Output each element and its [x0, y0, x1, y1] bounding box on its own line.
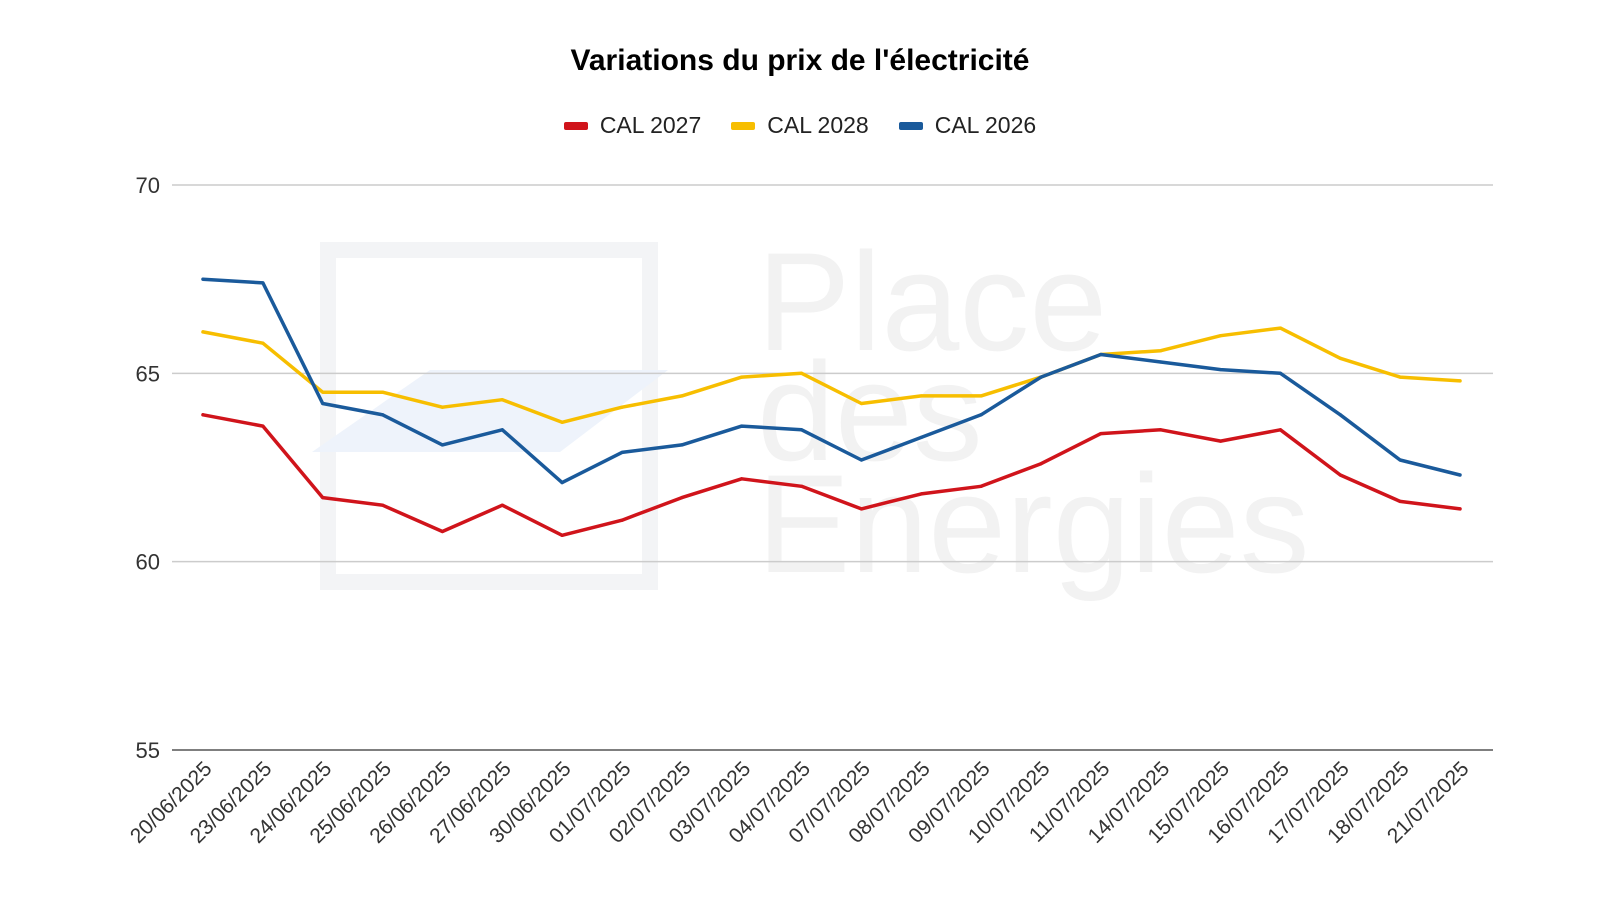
data-point-cal-2026[interactable]	[1099, 352, 1103, 357]
series-line-cal-2026[interactable]	[201, 277, 1462, 485]
legend-item-cal-2026[interactable]: CAL 2026	[898, 112, 1037, 139]
y-tick-label: 55	[136, 738, 160, 763]
data-point-cal-2028[interactable]	[680, 394, 684, 398]
data-point-cal-2028[interactable]	[440, 405, 445, 409]
data-point-cal-2026[interactable]	[321, 401, 325, 406]
data-point-cal-2026[interactable]	[1398, 458, 1402, 462]
watermark-text-1: Place	[757, 223, 1107, 380]
data-point-cal-2028[interactable]	[919, 394, 923, 398]
legend-label-cal-2028: CAL 2028	[767, 112, 869, 138]
data-point-cal-2026[interactable]	[201, 277, 205, 281]
data-point-cal-2027[interactable]	[1218, 439, 1223, 443]
legend-swatch-cal-2026	[898, 121, 923, 130]
data-point-cal-2027[interactable]	[680, 496, 684, 500]
watermark-text-3: Energies	[757, 445, 1310, 602]
data-point-cal-2028[interactable]	[740, 375, 744, 379]
data-point-cal-2027[interactable]	[1278, 428, 1283, 432]
data-point-cal-2027[interactable]	[1338, 473, 1342, 477]
data-point-cal-2028[interactable]	[1338, 356, 1342, 360]
series-cal-2026	[201, 277, 1462, 485]
series-line-cal-2028[interactable]	[201, 326, 1462, 425]
data-point-cal-2027[interactable]	[859, 507, 864, 511]
data-point-cal-2026[interactable]	[500, 428, 504, 432]
data-point-cal-2026[interactable]	[859, 458, 864, 462]
data-point-cal-2026[interactable]	[1039, 375, 1043, 379]
data-point-cal-2027[interactable]	[321, 496, 325, 500]
data-point-cal-2027[interactable]	[1159, 428, 1163, 432]
data-point-cal-2028[interactable]	[560, 420, 564, 424]
data-point-cal-2027[interactable]	[440, 529, 445, 534]
data-point-cal-2027[interactable]	[500, 503, 504, 507]
data-point-cal-2026[interactable]	[440, 443, 445, 447]
data-point-cal-2027[interactable]	[201, 413, 205, 417]
data-point-cal-2028[interactable]	[261, 341, 265, 345]
y-tick-label: 65	[136, 361, 160, 386]
y-tick-label: 60	[136, 550, 160, 575]
data-point-cal-2028[interactable]	[620, 405, 624, 409]
data-point-cal-2026[interactable]	[1218, 367, 1223, 372]
data-point-cal-2026[interactable]	[1458, 473, 1462, 477]
data-point-cal-2027[interactable]	[1398, 499, 1402, 503]
legend: CAL 2027 CAL 2028 CAL 2026	[0, 112, 1600, 139]
series-line-cal-2027[interactable]	[201, 413, 1462, 538]
data-point-cal-2027[interactable]	[1039, 462, 1043, 466]
data-point-cal-2028[interactable]	[321, 390, 325, 394]
data-point-cal-2028[interactable]	[201, 330, 205, 334]
legend-item-cal-2028[interactable]: CAL 2028	[731, 112, 869, 139]
data-point-cal-2027[interactable]	[919, 492, 923, 496]
data-point-cal-2028[interactable]	[1398, 375, 1402, 379]
data-point-cal-2028[interactable]	[1159, 349, 1163, 353]
data-point-cal-2027[interactable]	[1099, 432, 1103, 436]
data-point-cal-2026[interactable]	[680, 443, 684, 447]
data-point-cal-2028[interactable]	[799, 371, 804, 375]
data-point-cal-2027[interactable]	[380, 503, 385, 507]
data-point-cal-2027[interactable]	[979, 484, 983, 488]
data-point-cal-2027[interactable]	[1458, 507, 1462, 511]
data-point-cal-2027[interactable]	[799, 484, 804, 488]
data-point-cal-2026[interactable]	[1159, 360, 1163, 364]
y-tick-label: 70	[136, 173, 160, 198]
data-point-cal-2027[interactable]	[740, 477, 744, 481]
series-cal-2028	[201, 326, 1462, 425]
data-point-cal-2026[interactable]	[380, 413, 385, 417]
watermark-logo: Place des Energies	[312, 223, 1310, 602]
data-point-cal-2026[interactable]	[740, 424, 744, 428]
data-point-cal-2027[interactable]	[560, 533, 564, 537]
data-point-cal-2026[interactable]	[799, 428, 804, 432]
data-point-cal-2028[interactable]	[1278, 326, 1283, 330]
legend-item-cal-2027[interactable]: CAL 2027	[563, 112, 702, 139]
data-point-cal-2026[interactable]	[979, 413, 983, 417]
legend-swatch-cal-2028	[731, 121, 756, 130]
data-point-cal-2026[interactable]	[1338, 413, 1342, 417]
legend-label-cal-2026: CAL 2026	[934, 112, 1037, 138]
data-point-cal-2028[interactable]	[1218, 334, 1223, 338]
data-point-cal-2028[interactable]	[979, 394, 983, 398]
data-point-cal-2028[interactable]	[500, 398, 504, 402]
data-point-cal-2026[interactable]	[261, 281, 265, 285]
data-point-cal-2028[interactable]	[380, 390, 385, 394]
legend-swatch-cal-2027	[563, 121, 588, 130]
data-point-cal-2027[interactable]	[261, 424, 265, 428]
data-point-cal-2026[interactable]	[560, 480, 564, 485]
data-point-cal-2026[interactable]	[620, 450, 624, 455]
data-point-cal-2028[interactable]	[1458, 379, 1462, 383]
data-point-cal-2026[interactable]	[1278, 371, 1283, 375]
data-point-cal-2028[interactable]	[859, 401, 864, 406]
data-point-cal-2026[interactable]	[919, 435, 923, 439]
legend-label-cal-2027: CAL 2027	[599, 112, 702, 138]
data-point-cal-2027[interactable]	[620, 518, 624, 522]
watermark-text-2: des	[757, 333, 983, 490]
series-cal-2027	[201, 413, 1462, 538]
chart-title: Variations du prix de l'électricité	[570, 44, 1030, 77]
